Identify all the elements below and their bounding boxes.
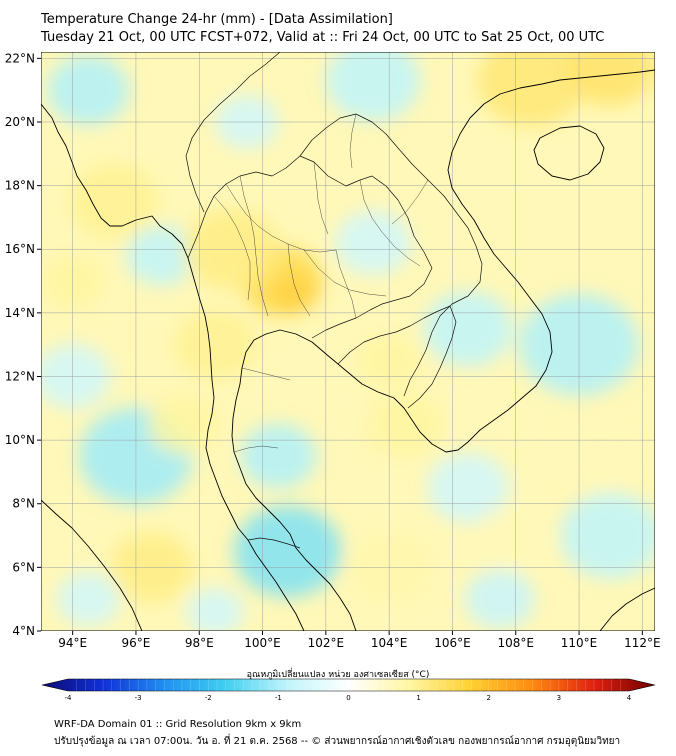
coastline-borneo (599, 587, 655, 631)
lat-tick-label: 6°N (12, 560, 35, 574)
lat-tick-label: 22°N (5, 51, 35, 65)
colorbar-tick-label: 0 (346, 694, 350, 702)
colorbar-tick-label: 2 (487, 694, 491, 702)
warm-anomaly (556, 423, 633, 489)
border-myanmar-china (185, 52, 281, 213)
lon-tick-label: 104°E (371, 636, 408, 650)
lon-tick-label: 96°E (122, 636, 151, 650)
cool-anomaly (47, 55, 130, 126)
lat-tick-label: 20°N (5, 115, 35, 129)
colorbar-ticks: -4 -3 -2 -1 0 1 2 3 4 (65, 694, 632, 702)
colorbar: -4 -3 -2 -1 0 1 2 3 4 (41, 678, 656, 702)
lat-tick-label: 10°N (5, 433, 35, 447)
province-line (213, 195, 251, 301)
cool-anomaly (234, 505, 342, 598)
lat-tick-label: 4°N (12, 624, 35, 638)
lon-tick-label: 94°E (58, 636, 87, 650)
country-borders (185, 52, 483, 549)
warm-anomaly (477, 52, 586, 127)
colorbar-tick-label: -2 (205, 694, 212, 702)
warm-anomaly (148, 394, 219, 454)
cool-anomaly (325, 52, 421, 121)
lat-tick-label: 12°N (5, 369, 35, 383)
warm-anomaly (366, 391, 443, 457)
warm-anomaly (69, 163, 159, 240)
province-line (359, 179, 421, 267)
lat-tick-label: 8°N (12, 497, 35, 511)
province-line (225, 183, 337, 253)
lon-tick-label: 108°E (497, 636, 534, 650)
cool-anomaly (427, 452, 510, 523)
lon-tick-label: 100°E (244, 636, 281, 650)
province-line (391, 179, 429, 225)
coastline-gulf-west (231, 329, 357, 631)
plot-area (41, 52, 655, 631)
border-thailand (187, 155, 433, 339)
border-cambodia (337, 305, 457, 409)
province-line (303, 249, 387, 297)
axis-ticks: 4°N 6°N 8°N 10°N 12°N 14°N 16°N 18°N 20°N 22°N 94°… (5, 51, 661, 650)
lon-tick-label: 110°E (561, 636, 598, 650)
province-line (349, 113, 357, 169)
province-borders (213, 113, 429, 453)
lon-tick-label: 102°E (308, 636, 345, 650)
province-line (239, 175, 269, 317)
colorbar-title: อุณหภูมิเปลี่ยนแปลง หน่วย องศาเซลเซียส (… (246, 670, 430, 680)
province-line (233, 445, 279, 453)
warm-anomaly (173, 309, 257, 380)
cool-anomaly (186, 587, 244, 631)
cool-anomaly (56, 572, 121, 627)
footer-domain-info: WRF-DA Domain 01 :: Grid Resolution 9km … (54, 719, 302, 730)
cool-anomaly (465, 569, 535, 629)
hainan-island (533, 125, 605, 181)
colorbar-tick-label: 4 (627, 694, 632, 702)
lat-tick-label: 14°N (5, 306, 35, 320)
colorbar-tick-label: -4 (65, 694, 73, 702)
lon-tick-label: 98°E (185, 636, 214, 650)
border-malaysia (247, 537, 301, 549)
lat-tick-label: 18°N (5, 179, 35, 193)
lat-tick-label: 16°N (5, 242, 35, 256)
map-subtitle: Tuesday 21 Oct, 00 UTC FCST+072, Valid a… (41, 30, 605, 45)
cool-anomaly (560, 492, 655, 579)
province-line (313, 161, 329, 235)
colorbar-tick-label: -1 (275, 694, 282, 702)
coastline-sumatra (41, 499, 143, 631)
colorbar-segments (76, 679, 621, 691)
border-laos-vietnam (299, 113, 483, 397)
gridlines (41, 52, 655, 631)
map-title: Temperature Change 24-hr (mm) - [Data As… (41, 12, 393, 27)
province-line (335, 249, 357, 319)
colorbar-tick-label: 1 (416, 694, 420, 702)
province-line (241, 367, 291, 381)
colorbar-tick-label: -3 (135, 694, 142, 702)
footer-update-info: ปรับปรุงข้อมูล ณ เวลา 07:00น. วัน อ. ที่… (54, 736, 621, 747)
cool-anomaly (240, 423, 317, 489)
coastline-indochina-east (295, 69, 655, 453)
lon-tick-label: 106°E (434, 636, 471, 650)
colorbar-tick-label: 3 (557, 694, 561, 702)
cool-anomaly (335, 210, 412, 276)
coastlines (41, 69, 655, 631)
lon-tick-label: 112°E (624, 636, 661, 650)
cool-anomaly (423, 291, 513, 367)
province-line (287, 243, 311, 317)
coastline-west-peninsula (41, 103, 305, 631)
warm-anomaly (566, 52, 655, 106)
